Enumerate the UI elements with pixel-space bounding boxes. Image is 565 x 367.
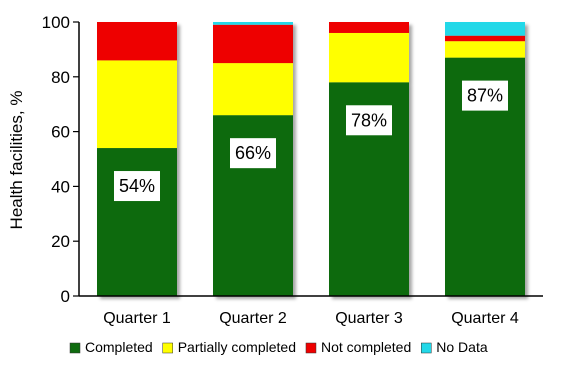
- bar-segment: [213, 22, 293, 25]
- legend-item: No Data: [421, 339, 488, 355]
- legend-label: Partially completed: [178, 339, 296, 355]
- data-label-box: [462, 80, 508, 111]
- legend-swatch: [162, 342, 173, 354]
- data-label-text: 54%: [119, 176, 155, 196]
- x-tick-label: Quarter 4: [451, 310, 519, 327]
- y-tick-label: 20: [51, 232, 70, 251]
- bar-stack: [329, 22, 409, 296]
- bar-segment: [213, 24, 293, 64]
- bar-segment: [445, 41, 525, 58]
- bar-segment: [445, 35, 525, 42]
- x-tick-label: Quarter 3: [335, 310, 403, 327]
- legend-label: No Data: [436, 339, 488, 355]
- x-tick-label: Quarter 1: [103, 310, 171, 327]
- y-tick-label: 100: [42, 13, 70, 32]
- bar-segment: [445, 22, 525, 36]
- y-tick-label: 80: [51, 68, 70, 87]
- bar-segment: [97, 22, 177, 61]
- data-label-box: [346, 105, 392, 136]
- bars: [97, 22, 525, 297]
- data-label: 54%: [114, 171, 160, 202]
- bar-stack: [97, 22, 177, 296]
- bar-segment: [213, 63, 293, 116]
- y-tick-label: 0: [61, 287, 70, 306]
- legend: Completed Partially completed Not complete…: [69, 339, 488, 355]
- legend-item: Not completed: [305, 339, 411, 355]
- data-label-box: [230, 138, 276, 169]
- x-axis: Quarter 1 Quarter 2 Quarter 3 Quarter 4: [79, 295, 543, 327]
- legend-swatch: [305, 342, 317, 354]
- legend-label: Completed: [85, 339, 153, 355]
- bar-segment: [97, 148, 177, 296]
- legend-swatch: [421, 342, 432, 354]
- bar-segment: [329, 22, 409, 33]
- y-axis-title: Health facilities, %: [7, 91, 26, 230]
- bar-segment: [329, 32, 409, 83]
- legend-label: Not completed: [321, 339, 411, 355]
- y-tick-label: 40: [51, 177, 70, 196]
- bar-stack: [445, 22, 525, 297]
- y-tick-label: 60: [51, 123, 70, 142]
- legend-item: Completed: [69, 339, 153, 355]
- data-label-text: 78%: [351, 110, 387, 130]
- legend-swatch: [69, 342, 81, 354]
- x-tick-label: Quarter 2: [219, 310, 287, 327]
- data-label-text: 66%: [235, 143, 271, 163]
- legend-item: Partially completed: [162, 339, 296, 355]
- bar-stack: [213, 22, 293, 296]
- data-label-text: 87%: [467, 86, 503, 106]
- y-axis: 0 20 40 60 80 100: [42, 13, 80, 306]
- data-label-box: [114, 171, 160, 202]
- data-label: 66%: [230, 138, 276, 169]
- data-label: 87%: [462, 80, 508, 111]
- data-label: 78%: [346, 105, 392, 136]
- bar-segment: [97, 60, 177, 149]
- data-labels: 54% 66% 78% 87%: [114, 80, 508, 202]
